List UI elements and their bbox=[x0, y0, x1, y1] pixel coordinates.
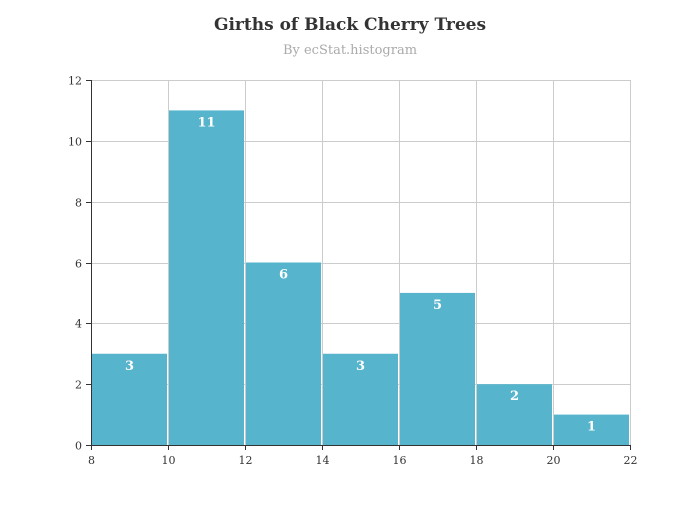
x-tick-label-20: 20 bbox=[547, 454, 561, 467]
histogram-bar-1 bbox=[169, 110, 244, 446]
x-tick-label-12: 12 bbox=[239, 454, 253, 467]
y-tick-label-12: 12 bbox=[68, 75, 82, 88]
x-tick-label-18: 18 bbox=[470, 454, 484, 467]
bar-value-label-5: 2 bbox=[510, 389, 519, 404]
y-tick-label-0: 0 bbox=[75, 440, 82, 453]
bar-value-label-1: 11 bbox=[197, 115, 215, 130]
x-tick-label-16: 16 bbox=[393, 454, 407, 467]
histogram-bar-3 bbox=[323, 353, 398, 445]
y-tick-label-6: 6 bbox=[75, 258, 82, 271]
bars: 3 11 6 3 5 2 1 bbox=[92, 110, 629, 446]
chart-subtitle: By ecStat.histogram bbox=[283, 43, 417, 58]
y-tick-label-8: 8 bbox=[75, 197, 82, 210]
y-tick-label-10: 10 bbox=[68, 136, 82, 149]
x-tick-label-14: 14 bbox=[316, 454, 330, 467]
y-tick-label-2: 2 bbox=[75, 379, 82, 392]
bar-value-label-6: 1 bbox=[587, 420, 596, 435]
bar-value-label-0: 3 bbox=[125, 359, 134, 374]
chart-title: Girths of Black Cherry Trees bbox=[214, 15, 486, 35]
histogram-bar-4 bbox=[400, 292, 475, 445]
histogram-bar-6 bbox=[554, 414, 629, 445]
bar-value-label-2: 6 bbox=[279, 268, 288, 283]
bar-value-label-4: 5 bbox=[433, 298, 442, 313]
x-tick-label-22: 22 bbox=[624, 454, 638, 467]
histogram-bar-0 bbox=[92, 353, 167, 445]
x-tick-label-10: 10 bbox=[162, 454, 176, 467]
histogram-bar-5 bbox=[477, 384, 552, 445]
histogram-bar-2 bbox=[246, 262, 321, 445]
x-tick-label-8: 8 bbox=[88, 454, 95, 467]
bar-value-label-3: 3 bbox=[356, 359, 365, 374]
y-tick-label-4: 4 bbox=[75, 318, 82, 331]
